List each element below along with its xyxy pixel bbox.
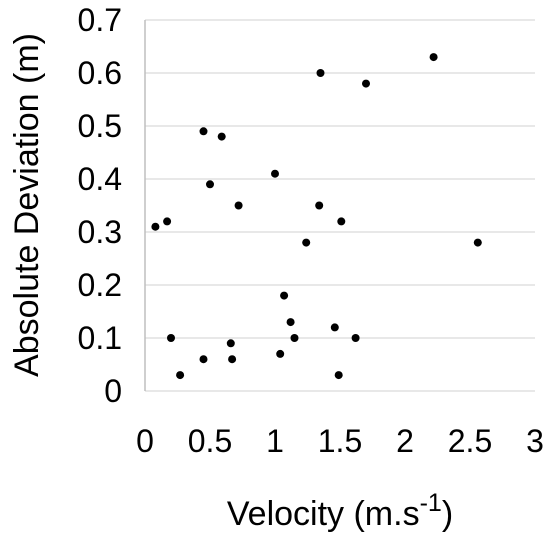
data-point (228, 355, 237, 364)
data-point (163, 217, 172, 226)
data-point (473, 238, 482, 247)
x-tick-label: 0 (136, 423, 154, 459)
y-tick-label: 0.2 (78, 267, 122, 303)
y-tick-label: 0.6 (78, 55, 122, 91)
data-point (316, 69, 325, 77)
x-tick-label: 2 (396, 423, 414, 459)
data-point (217, 132, 226, 141)
data-point (206, 180, 214, 189)
y-tick-label: 0 (104, 373, 122, 409)
x-tick-label: 2.5 (448, 423, 492, 459)
data-point (351, 334, 360, 342)
y-axis-title: Absolute Deviation (m) (8, 33, 46, 377)
data-point (234, 201, 243, 210)
data-point (176, 371, 185, 380)
data-point (337, 217, 346, 226)
x-axis-title: Velocity (m.s-1) (227, 489, 453, 533)
data-point (199, 355, 208, 364)
data-point (330, 323, 339, 332)
x-tick-label: 1.5 (318, 423, 362, 459)
grid-lines (145, 19, 535, 392)
data-point (226, 339, 235, 348)
data-point (271, 169, 279, 178)
data-point (315, 201, 324, 210)
x-tick-label: 1 (266, 423, 284, 459)
y-tick-label: 0.1 (78, 320, 122, 356)
x-tick-labels: 0 0.5 1 1.5 2 2.5 3 (136, 423, 544, 459)
data-point (334, 371, 343, 380)
x-tick-label: 3 (526, 423, 544, 459)
y-tick-label: 0.4 (78, 161, 122, 197)
data-point (429, 53, 438, 62)
data-point (290, 334, 299, 342)
data-point (167, 334, 175, 342)
y-tick-label: 0.3 (78, 214, 122, 250)
data-point (280, 291, 289, 300)
data-point (286, 318, 295, 327)
data-point (199, 127, 208, 136)
data-point (276, 349, 285, 358)
y-tick-label: 0.7 (78, 2, 122, 38)
data-point (302, 238, 311, 247)
data-points (151, 53, 482, 380)
x-tick-label: 0.5 (188, 423, 232, 459)
y-tick-labels: 0 0.1 0.2 0.3 0.4 0.5 0.6 0.7 (78, 2, 122, 409)
data-point (151, 222, 160, 231)
data-point (362, 79, 370, 88)
y-tick-label: 0.5 (78, 108, 122, 144)
